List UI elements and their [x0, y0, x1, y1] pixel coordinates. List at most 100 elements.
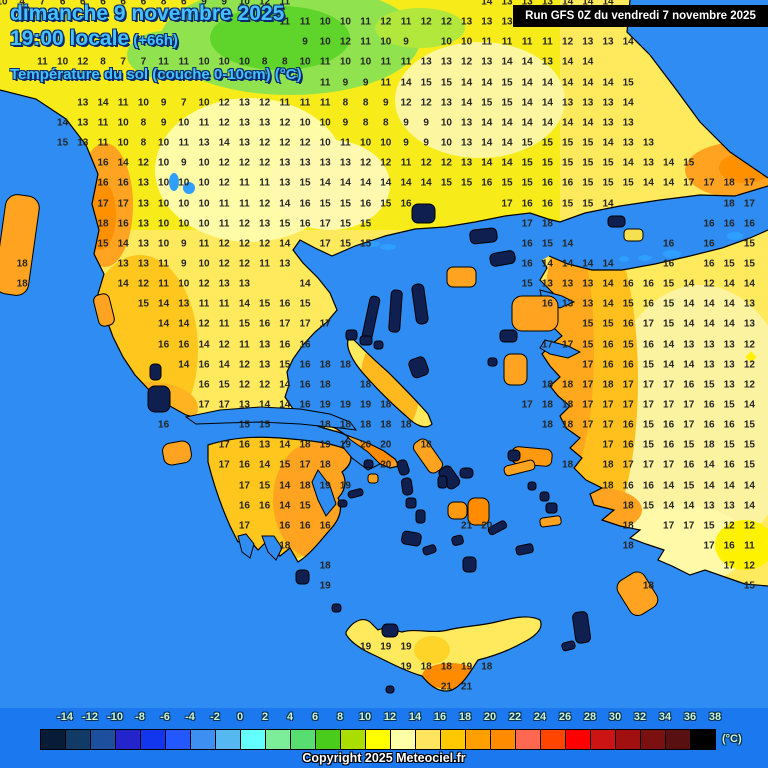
temperature-value: 14 — [521, 97, 533, 109]
temperature-value: 8 — [160, 0, 167, 8]
temperature-value: 17 — [97, 198, 109, 209]
temperature-value: 16 — [299, 379, 311, 391]
temperature-value: 12 — [238, 379, 250, 391]
temperature-value: 14 — [582, 0, 594, 8]
legend-color-cell — [616, 730, 641, 749]
temperature-value: 11 — [259, 177, 270, 189]
temperature-value: 15 — [481, 97, 493, 109]
temperature-value: 12 — [420, 157, 432, 169]
temperature-value: 11 — [521, 36, 533, 48]
temperature-value: 14 — [238, 298, 250, 310]
legend-tick-label: -4 — [185, 711, 195, 723]
temperature-value: 11 — [360, 16, 371, 28]
temperature-value: 11 — [218, 198, 230, 209]
temperature-value: 10 — [360, 56, 372, 68]
temperature-value: 12 — [259, 238, 271, 250]
temperature-value: 16 — [602, 339, 614, 351]
legend-tick-label: 12 — [383, 711, 397, 723]
legend-tick-label: 6 — [311, 711, 319, 723]
temperature-value: 16 — [299, 520, 311, 532]
temperature-value: 11 — [744, 540, 755, 552]
temperature-value: 15 — [420, 77, 432, 89]
temperature-value: 12 — [238, 359, 250, 371]
temperature-value: 14 — [178, 359, 190, 371]
temperature-value: 16 — [683, 459, 695, 471]
temperature-value: 19 — [339, 399, 351, 411]
temperature-value: 10 — [158, 198, 170, 209]
temperature-value: 11 — [239, 198, 250, 209]
temperature-value: 10 — [339, 16, 351, 28]
temperature-value: 15 — [582, 177, 594, 189]
temperature-value: 12 — [218, 339, 230, 351]
temperature-value: 11 — [178, 56, 190, 68]
temperature-value: 10 — [380, 36, 392, 48]
temperature-value: 14 — [602, 198, 614, 209]
temperature-value: 16 — [622, 419, 634, 431]
temperature-value: 16 — [97, 157, 109, 169]
temperature-value: 10 — [198, 56, 210, 68]
temperature-value: 13 — [77, 97, 89, 109]
temperature-value: 11 — [299, 97, 311, 109]
temperature-value: 16 — [663, 238, 675, 250]
temperature-value: 14 — [723, 298, 735, 310]
temperature-value: 16 — [521, 238, 533, 250]
temperature-value: 13 — [137, 258, 149, 270]
temperature-value: 13 — [703, 339, 715, 351]
temperature-value: 10 — [198, 177, 210, 189]
temperature-value: 16 — [642, 339, 654, 351]
legend-color-cell — [466, 730, 491, 749]
legend-tick-label: 32 — [633, 711, 647, 723]
temperature-value: 13 — [501, 16, 513, 28]
temperature-value: 13 — [279, 157, 291, 169]
temperature-value: 11 — [481, 36, 493, 48]
temperature-value: 14 — [501, 137, 513, 149]
temperature-value: 14 — [562, 258, 574, 270]
temperature-value: 16 — [279, 520, 291, 532]
legend-tick-label: -12 — [82, 711, 98, 723]
temperature-value: 17 — [218, 399, 230, 411]
temperature-value: 14 — [663, 359, 675, 371]
legend-color-cell — [691, 730, 715, 749]
temperature-value: 16 — [238, 439, 250, 451]
legend-tick-label: 14 — [408, 711, 422, 723]
temperature-value: 16 — [158, 339, 170, 351]
legend-color-cell — [91, 730, 116, 749]
temperature-value: 13 — [683, 339, 695, 351]
temperature-value: 13 — [178, 298, 190, 310]
temperature-value: 14 — [683, 278, 695, 290]
temperature-value: 14 — [299, 278, 311, 290]
temperature-value: 20 — [481, 520, 493, 532]
temperature-value: 16 — [622, 318, 634, 330]
temperature-value: 15 — [541, 157, 553, 169]
temperature-value: 16 — [259, 318, 271, 330]
temperature-value: 17 — [602, 439, 614, 451]
temperature-value: 18 — [703, 439, 715, 451]
temperature-value: 13 — [723, 500, 735, 512]
temperature-value: 13 — [137, 177, 149, 189]
temperature-value: 13 — [642, 137, 654, 149]
temperature-value: 13 — [279, 177, 291, 189]
legend-color-cell — [116, 730, 141, 749]
temperature-value: 14 — [198, 339, 210, 351]
temperature-value: 14 — [602, 77, 614, 89]
temperature-value: 9 — [403, 117, 409, 129]
temperature-value: 12 — [743, 520, 755, 532]
legend-tick-label: 4 — [286, 711, 294, 723]
temperature-value: 11 — [319, 77, 331, 89]
temperature-value: 10 — [137, 97, 149, 109]
temperature-value: 16 — [602, 359, 614, 371]
temperature-value: 16 — [703, 399, 715, 411]
temperature-value: 12 — [77, 56, 89, 68]
temperature-value: 14 — [562, 0, 574, 8]
temperature-value: 15 — [743, 258, 755, 270]
temperature-value: 13 — [440, 56, 452, 68]
legend-tick-label: 36 — [683, 711, 697, 723]
temperature-value: 17 — [582, 399, 594, 411]
temperature-value: 12 — [137, 278, 149, 290]
temperature-value: 9 — [342, 77, 349, 89]
temperature-value: 18 — [562, 419, 574, 431]
temperature-value: 14 — [279, 238, 291, 250]
temperature-value: 12 — [743, 379, 755, 391]
temperature-value: 6 — [120, 0, 126, 8]
